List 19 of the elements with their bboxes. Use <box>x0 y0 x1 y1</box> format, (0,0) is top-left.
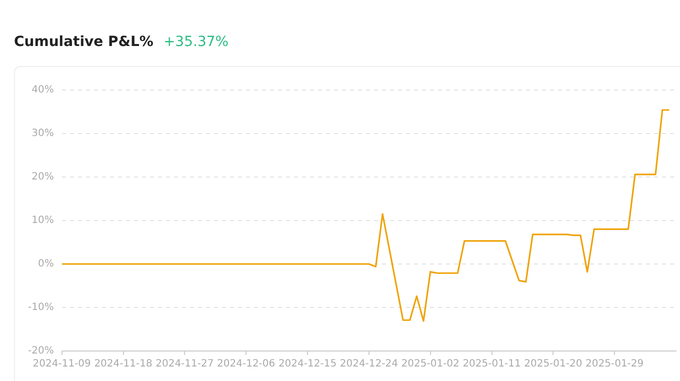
x-tick-label: 2024-12-24 <box>340 358 398 370</box>
y-tick-label: 40% <box>32 84 54 96</box>
x-tick-label: 2024-11-09 <box>32 358 91 370</box>
x-tick-label: 2025-01-20 <box>524 358 582 370</box>
y-tick-label: -10% <box>28 302 54 314</box>
x-tick-label: 2024-11-27 <box>156 358 214 370</box>
y-tick-label: 10% <box>32 215 54 226</box>
y-tick-label: -20% <box>28 346 54 357</box>
y-tick-label: 30% <box>32 128 54 140</box>
y-tick-label: 20% <box>32 172 54 183</box>
x-tick-label: 2024-11-18 <box>94 358 152 370</box>
y-tick-label: 0% <box>38 258 54 270</box>
chart-subtitle: +35.37% <box>163 34 229 50</box>
chart-title: Cumulative P&L% <box>14 34 154 50</box>
x-tick-label: 2025-01-11 <box>462 358 521 370</box>
x-tick-label: 2024-12-15 <box>278 358 337 370</box>
x-tick-label: 2025-01-29 <box>586 358 644 370</box>
x-tick-label: 2025-01-02 <box>401 358 460 370</box>
x-tick-label: 2024-12-06 <box>217 358 276 370</box>
